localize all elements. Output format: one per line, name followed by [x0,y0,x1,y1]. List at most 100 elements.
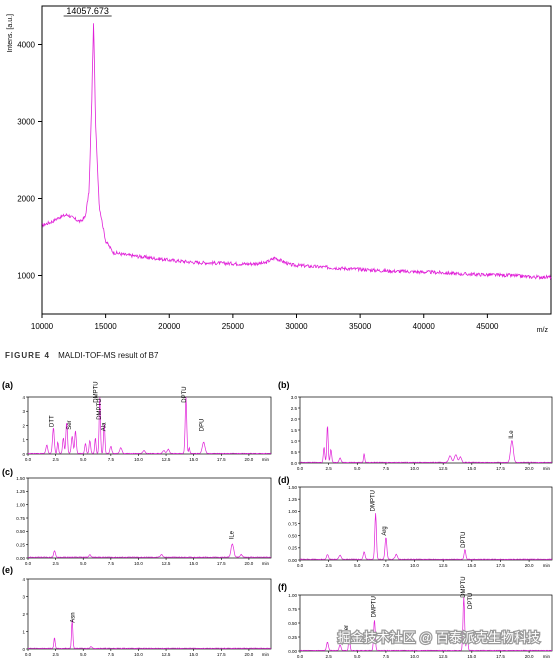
panel-x-tick-label: 7.5 [108,652,115,657]
peak-annotation: ILe [229,530,235,539]
panel-x-tick-label: 20.0 [525,466,534,471]
hplc-panel-e: (e) 0 1 2 3 4 0.0 2.5 5.0 7.5 10.0 12.5 15.0 17.5 20.0… [2,565,272,657]
panel-frame [27,578,272,650]
peak-annotation: Ala [101,422,107,431]
figure-caption-label: FIGURE 4 [5,351,50,360]
panel-x-tick-label: 15.0 [189,457,198,462]
panel-label: (f) [278,582,287,592]
panel-y-tick-label: 0.75 [288,521,297,526]
peak-annotation: DMPTU [94,381,100,402]
panel-y-tick-label: 0.75 [16,516,25,521]
panel-x-tick-label: 2.5 [326,563,333,568]
panel-x-tick-label: 2.5 [326,466,333,471]
panel-x-tick-label: 17.5 [496,466,505,471]
peak-annotation: DPTU [182,386,188,402]
panel-x-tick-label: 0.0 [297,654,304,659]
panel-x-tick-label: 20.0 [525,654,534,659]
panel-trace-line [299,425,553,464]
hplc-panel-f: (f) 0.00 0.25 0.50 0.75 1.00 0.0 2.5 5.0 7.5 10.0 1… [278,576,553,659]
peak-annotation: ILe [509,430,515,439]
peak-annotation: DPTU [461,531,467,547]
panel-trace-line [27,396,272,455]
panel-x-tick-label: 0.0 [25,561,32,566]
panel-x-tick-label: 0.0 [25,652,32,657]
panel-trace-line [300,597,553,652]
panel-x-tick-label: 5.0 [80,457,87,462]
panel-x-tick-label: 15.0 [467,654,476,659]
hplc-panel-a: (a) 0 1 2 3 4 0.0 2.5 5.0 7.5 10.0 12.5 15.0 17.5 20.0… [2,380,272,462]
peak-annotation: DPTU [468,593,474,609]
panel-x-tick-label: 12.5 [439,466,448,471]
panel-x-tick-label: 15.0 [189,652,198,657]
panel-y-tick-label: 0.50 [288,533,297,538]
panel-x-tick-label: 2.5 [52,457,59,462]
peak-annotation: DPU [200,419,206,432]
panel-x-tick-label: 10.0 [410,563,419,568]
panel-y-tick-label: 2 [22,423,25,428]
panel-x-tick-label: 2.5 [52,561,59,566]
panel-y-tick-label: 0.25 [288,635,297,640]
peak-annotation: DMPTU [370,490,376,511]
maldi-x-tick-label: 25000 [222,322,245,331]
panel-x-tick-label: 7.5 [383,654,390,659]
panel-x-tick-label: 0.0 [297,466,304,471]
panel-label: (c) [2,467,13,477]
panel-x-tick-label: 5.0 [354,654,361,659]
maldi-peak-label: 14057.673 [66,6,109,16]
panel-x-tick-label: 15.0 [467,466,476,471]
maldi-y-tick-label: 2000 [17,195,35,204]
maldi-x-tick-label: 30000 [285,322,308,331]
panel-x-tick-label: 15.0 [467,563,476,568]
panel-y-tick-label: 1.00 [288,509,297,514]
panel-x-tick-label: 20.0 [525,563,534,568]
panel-y-tick-label: 0.00 [288,558,297,563]
maldi-x-tick-label: 40000 [413,322,436,331]
maldi-x-tick-label: 15000 [95,322,118,331]
maldi-y-tick-label: 4000 [17,41,35,50]
peak-annotation: Ser [67,420,73,429]
panel-y-tick-label: 0.25 [288,546,297,551]
panel-x-tick-label: 0.0 [297,563,304,568]
panel-y-tick-label: 3.0 [291,395,298,400]
panel-y-tick-label: 3 [22,594,25,599]
panel-y-tick-label: 0.0 [291,461,298,466]
panel-x-tick-label: 5.0 [354,563,361,568]
panel-y-tick-label: 1 [22,629,25,634]
peak-annotation: DMPTU [97,398,103,419]
panel-y-tick-label: 1 [22,438,25,443]
panel-x-tick-label: 20.0 [245,652,254,657]
maldi-spectrum-line [41,23,552,280]
panel-x-tick-label: 12.5 [162,652,171,657]
panel-x-tick-label: 15.0 [189,561,198,566]
panel-label: (d) [278,475,290,485]
panel-trace-line [27,620,272,650]
panel-x-unit: min [262,561,270,566]
panel-y-tick-label: 4 [22,395,25,400]
panel-y-tick-label: 0.00 [16,556,25,561]
panel-x-tick-label: 12.5 [162,457,171,462]
maldi-plot-frame [41,5,552,315]
maldi-x-tick-label: 35000 [349,322,372,331]
hplc-panel-d: (d) 0.00 0.25 0.50 0.75 1.00 1.25 1.50 0.0 2.5 5.0… [278,475,553,568]
panel-y-tick-label: 2.0 [291,417,298,422]
panel-y-tick-label: 4 [22,577,25,582]
figure-caption-text: MALDI-TOF-MS result of B7 [58,351,159,360]
panel-y-tick-label: 1.00 [16,502,25,507]
watermark-text: 掘金技术社区 @ 百泰派克生物科技 [338,630,540,645]
panel-x-tick-label: 7.5 [383,563,390,568]
panel-y-tick-label: 1.5 [291,428,298,433]
panel-y-tick-label: 0.50 [288,621,297,626]
maldi-x-unit: m/z [537,327,549,334]
panel-x-tick-label: 17.5 [496,563,505,568]
panel-x-tick-label: 10.0 [410,466,419,471]
panel-y-tick-label: 0.25 [16,542,25,547]
panel-x-tick-label: 17.5 [496,654,505,659]
maldi-x-tick-label: 20000 [158,322,181,331]
panel-x-unit: min [262,652,270,657]
panel-x-unit: min [543,654,551,659]
panel-x-unit: min [543,466,551,471]
panel-y-tick-label: 0.00 [288,649,297,654]
maldi-y-tick-label: 3000 [17,118,35,127]
